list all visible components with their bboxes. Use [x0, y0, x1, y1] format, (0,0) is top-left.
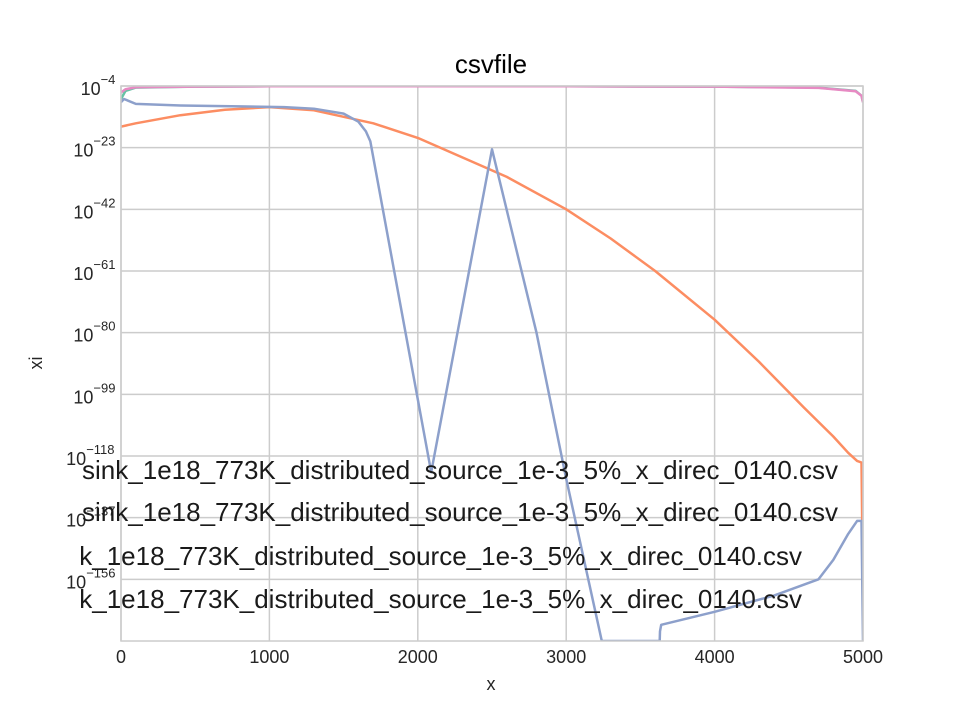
grid-lines [120, 85, 864, 641]
y-tick-label: 10 [66, 572, 86, 592]
x-tick-label: 3000 [546, 647, 586, 667]
y-tick-label: 10 [73, 141, 93, 161]
y-tick-exponent: −23 [93, 134, 115, 149]
chart-title: csvfile [455, 49, 527, 79]
y-tick-exponent: −99 [93, 380, 115, 395]
y-tick-label: 10 [81, 79, 101, 99]
legend-entry: sink_1e18_773K_distributed_source_1e-3_5… [82, 455, 838, 485]
legend-entry: k_1e18_773K_distributed_source_1e-3_5%_x… [79, 541, 802, 571]
y-tick-exponent: −80 [93, 319, 115, 334]
y-tick-exponent: −137 [86, 504, 115, 519]
y-tick-exponent: −42 [93, 195, 115, 210]
legend-entry: sink_1e18_773K_distributed_source_1e-3_5… [82, 497, 838, 527]
plot-background [121, 86, 863, 641]
y-tick-exponent: −4 [101, 72, 116, 87]
plot-frame [120, 85, 864, 642]
x-tick-label: 2000 [398, 647, 438, 667]
x-tick-label: 0 [116, 647, 126, 667]
series-line-2 [121, 105, 863, 593]
series-line-3 [121, 97, 863, 641]
y-tick-exponent: −118 [86, 442, 114, 457]
y-tick-exponent: −156 [86, 565, 115, 580]
x-axis-ticks: 0 1000 2000 3000 4000 5000 [116, 647, 883, 667]
y-tick-label: 10 [73, 387, 93, 407]
x-tick-label: 1000 [249, 647, 289, 667]
y-tick-label: 10 [66, 511, 86, 531]
x-axis-label: x [487, 674, 496, 694]
y-tick-exponent: −61 [93, 257, 115, 272]
legend: sink_1e18_773K_distributed_source_1e-3_5… [79, 455, 838, 614]
legend-entry: k_1e18_773K_distributed_source_1e-3_5%_x… [79, 584, 802, 614]
y-axis-label: xi [26, 357, 46, 370]
y-tick-label: 10 [73, 264, 93, 284]
x-tick-label: 4000 [695, 647, 735, 667]
y-tick-label: 10 [66, 449, 86, 469]
y-tick-label: 10 [73, 202, 93, 222]
y-tick-label: 10 [73, 326, 93, 346]
x-tick-label: 5000 [843, 647, 883, 667]
